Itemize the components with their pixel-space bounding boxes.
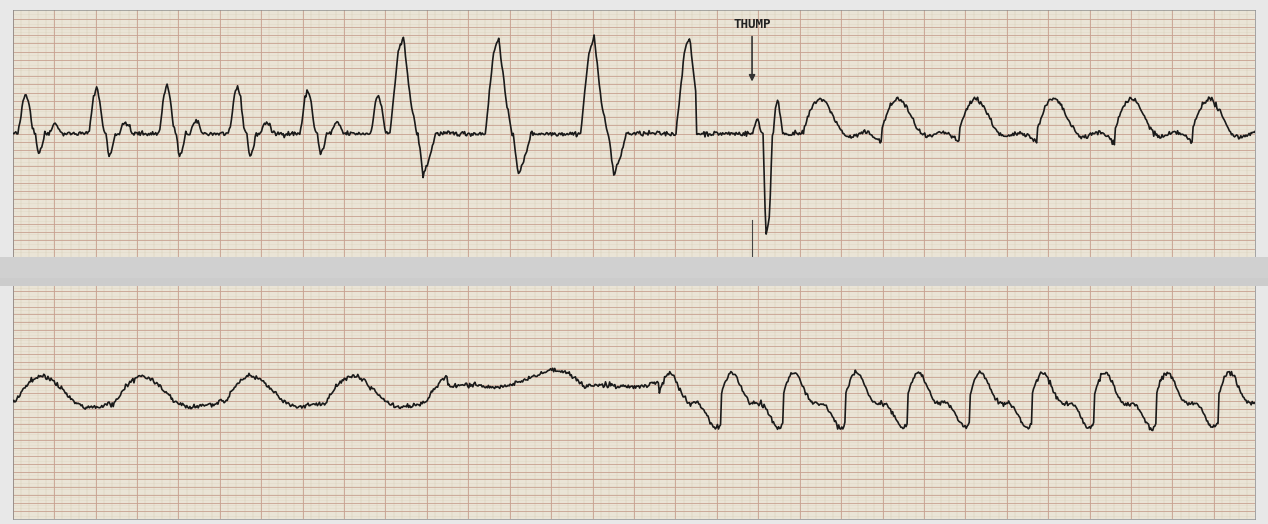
Text: THUMP: THUMP <box>733 18 771 80</box>
